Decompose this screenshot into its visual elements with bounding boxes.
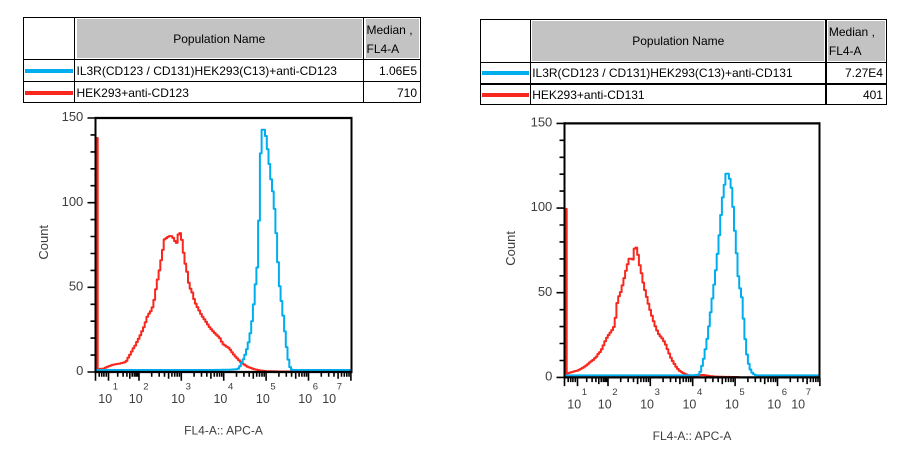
svg-text:10: 10 (682, 397, 696, 411)
svg-text:7: 7 (806, 387, 811, 398)
svg-text:10: 10 (791, 397, 805, 411)
svg-text:0: 0 (76, 363, 83, 378)
svg-text:10: 10 (256, 392, 270, 406)
svg-text:10: 10 (213, 392, 227, 406)
svg-text:10: 10 (598, 397, 612, 411)
svg-text:10: 10 (767, 397, 781, 411)
svg-text:10: 10 (129, 392, 143, 406)
svg-text:6: 6 (313, 382, 318, 393)
svg-text:50: 50 (538, 284, 552, 299)
svg-text:7: 7 (337, 382, 342, 393)
svg-text:1: 1 (582, 387, 587, 398)
svg-text:FL4-A:: APC-A: FL4-A:: APC-A (653, 429, 732, 443)
svg-text:10: 10 (322, 392, 336, 406)
svg-text:FL4-A:: APC-A: FL4-A:: APC-A (184, 424, 263, 438)
svg-text:6: 6 (782, 387, 787, 398)
svg-text:5: 5 (739, 387, 744, 398)
svg-text:5: 5 (270, 382, 275, 393)
svg-text:100: 100 (531, 199, 553, 214)
svg-text:100: 100 (62, 194, 84, 209)
svg-text:3: 3 (186, 382, 191, 393)
svg-text:10: 10 (567, 397, 581, 411)
svg-text:4: 4 (228, 382, 233, 393)
svg-text:Count: Count (503, 231, 518, 266)
svg-text:3: 3 (655, 387, 660, 398)
svg-text:10: 10 (171, 392, 185, 406)
svg-text:4: 4 (697, 387, 702, 398)
svg-text:150: 150 (62, 109, 84, 124)
svg-text:10: 10 (298, 392, 312, 406)
svg-text:150: 150 (531, 115, 553, 130)
svg-text:10: 10 (725, 397, 739, 411)
svg-text:10: 10 (98, 392, 112, 406)
svg-text:Count: Count (36, 225, 51, 260)
svg-text:0: 0 (545, 369, 552, 384)
svg-text:2: 2 (143, 382, 148, 393)
svg-text:50: 50 (69, 278, 83, 293)
svg-text:1: 1 (113, 382, 118, 393)
svg-text:10: 10 (640, 397, 654, 411)
svg-text:2: 2 (612, 387, 617, 398)
